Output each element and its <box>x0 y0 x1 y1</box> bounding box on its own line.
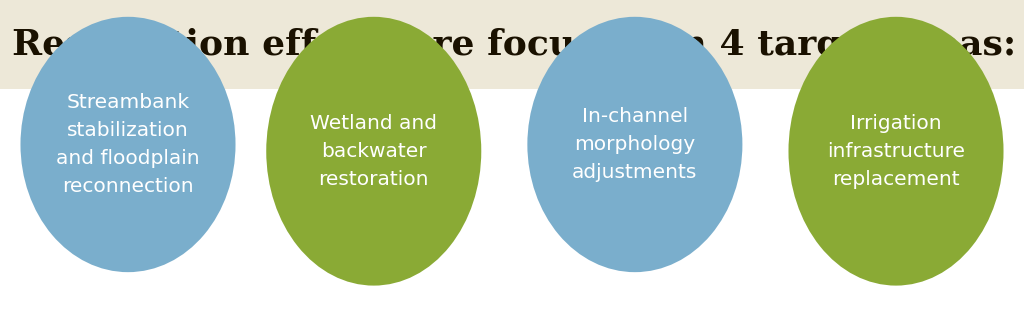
Text: Restoration efforts are focused on 4 target areas:: Restoration efforts are focused on 4 tar… <box>12 27 1017 62</box>
Ellipse shape <box>266 17 481 286</box>
Text: Streambank
stabilization
and floodplain
reconnection: Streambank stabilization and floodplain … <box>56 93 200 196</box>
Ellipse shape <box>788 17 1004 286</box>
Bar <box>0 0 1024 89</box>
Text: Wetland and
backwater
restoration: Wetland and backwater restoration <box>310 114 437 189</box>
Text: In-channel
morphology
adjustments: In-channel morphology adjustments <box>572 107 697 182</box>
Text: Irrigation
infrastructure
replacement: Irrigation infrastructure replacement <box>827 114 965 189</box>
Ellipse shape <box>20 17 236 272</box>
Ellipse shape <box>527 17 742 272</box>
